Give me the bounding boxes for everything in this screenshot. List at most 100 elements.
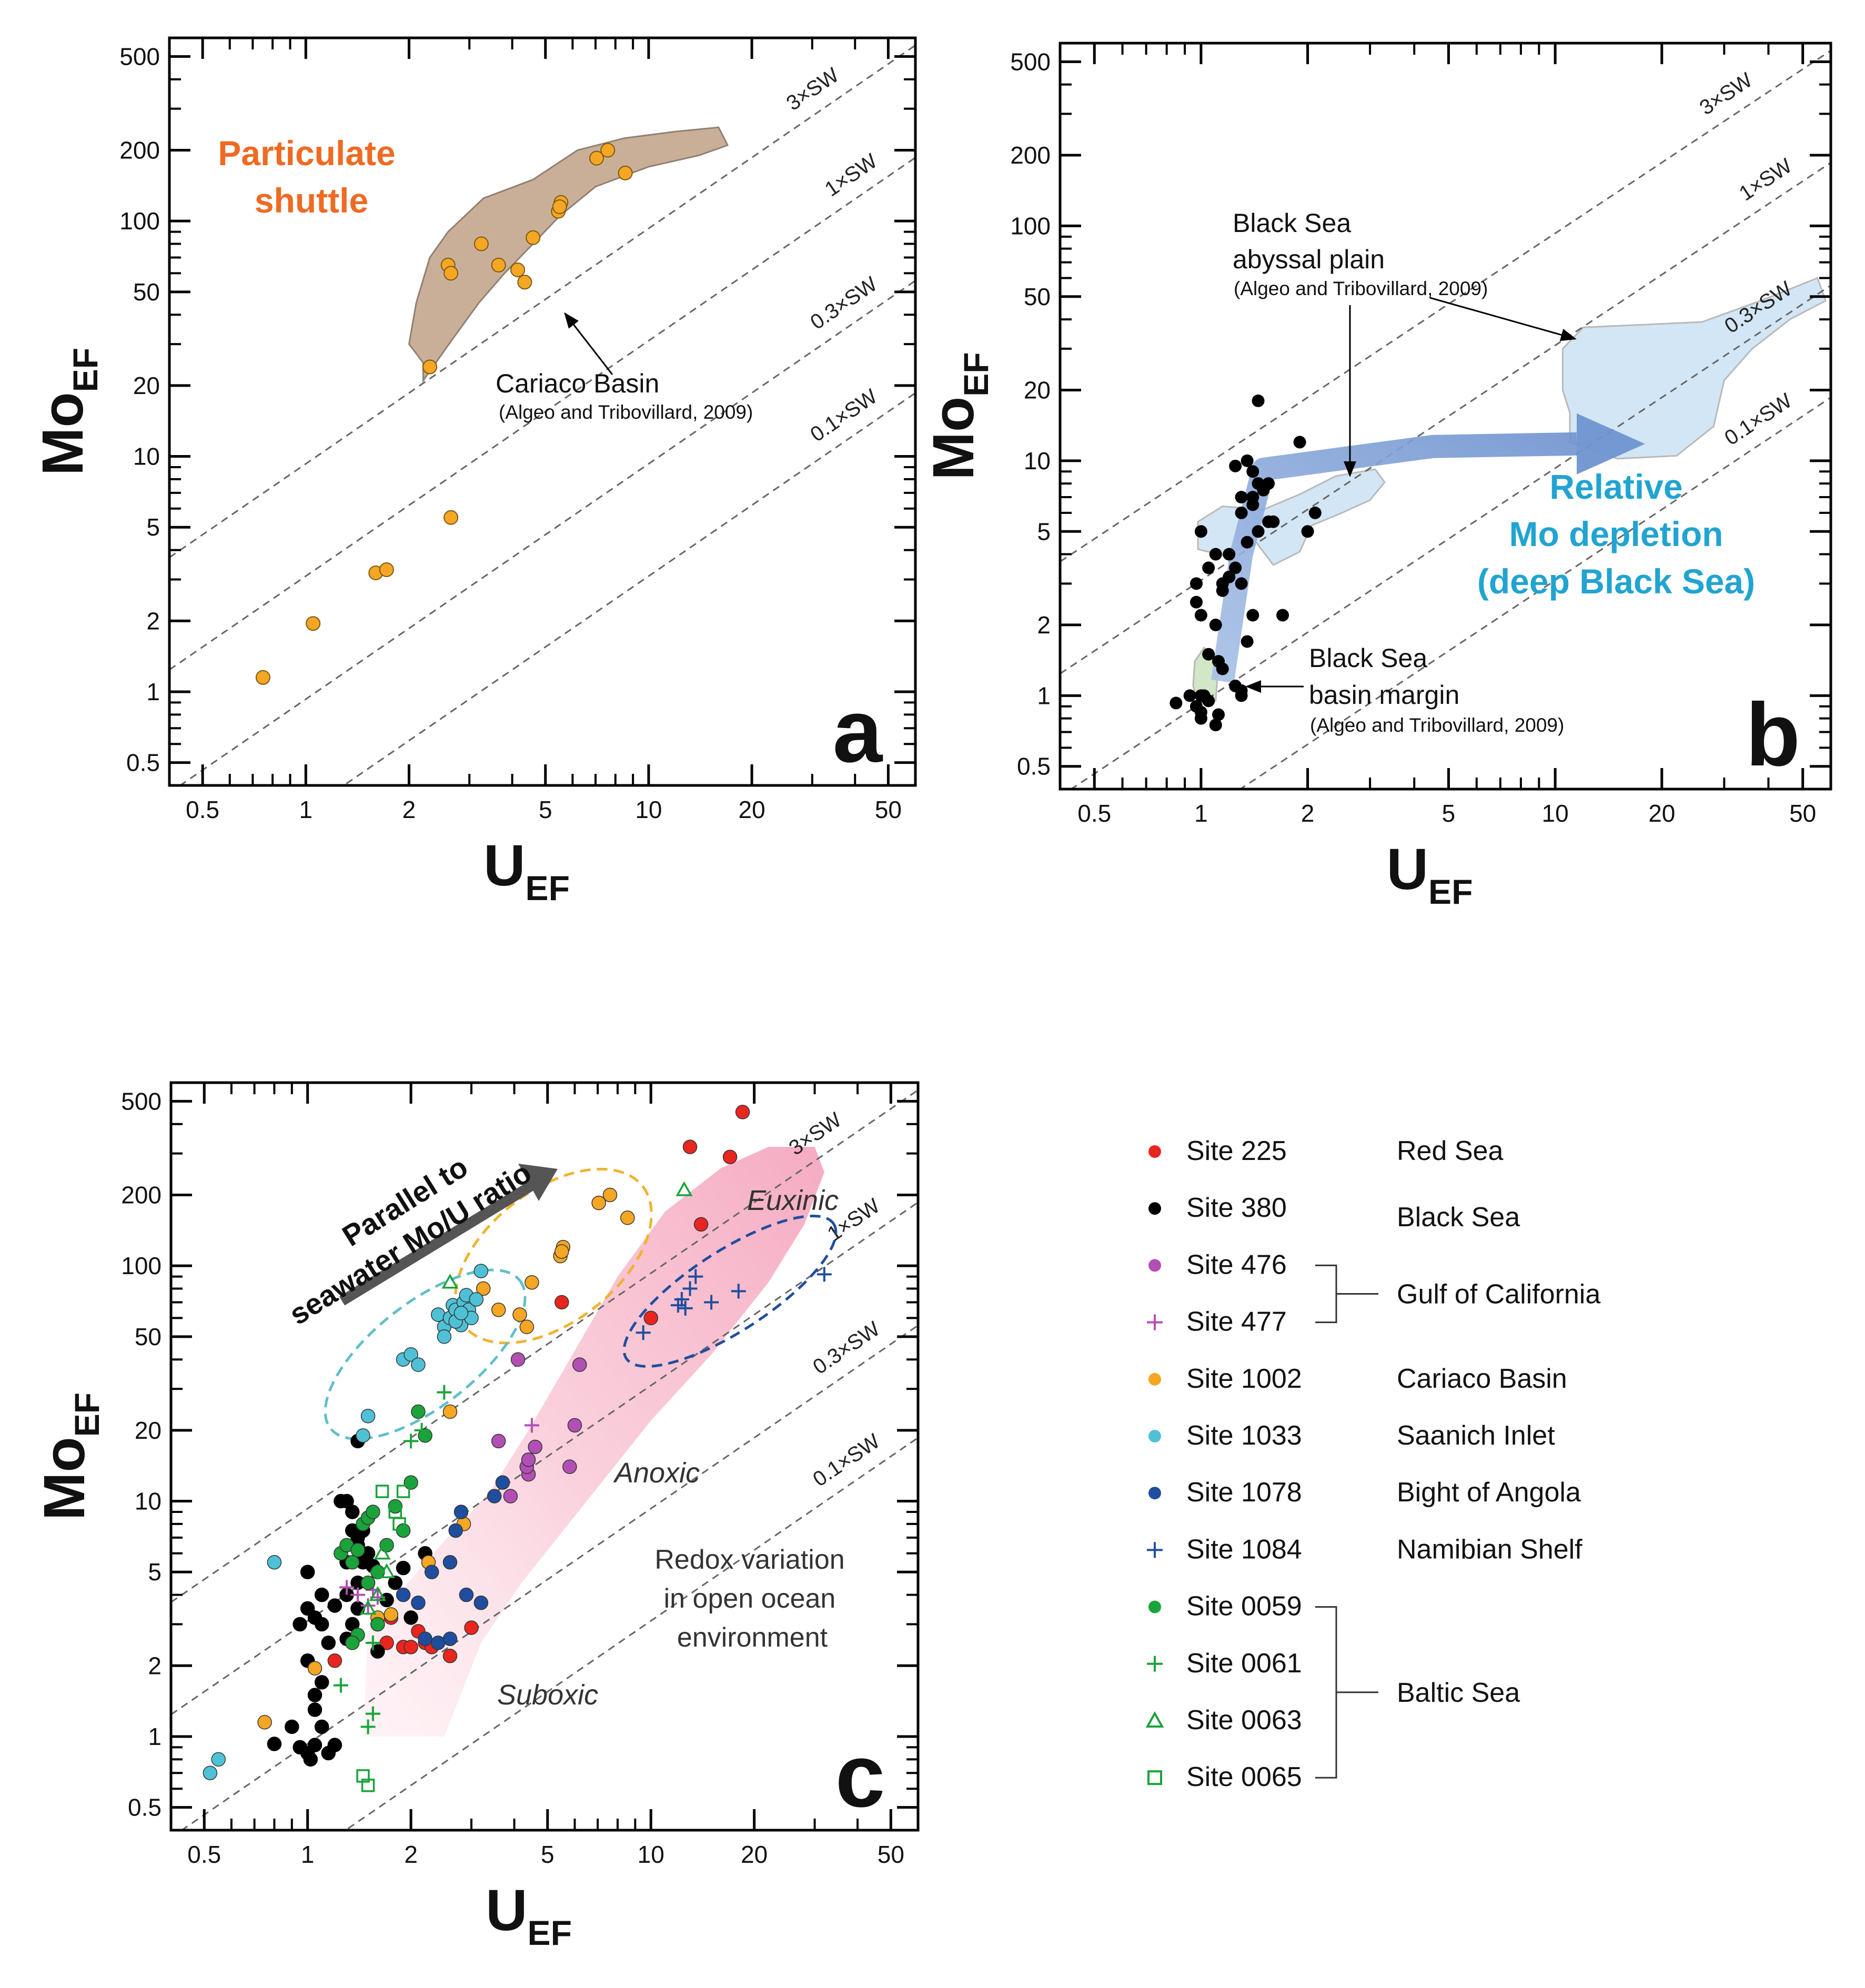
data-point [459, 1587, 474, 1602]
data-point [370, 1644, 385, 1659]
data-point [422, 359, 438, 375]
y-tick-label: 10 [135, 1488, 162, 1515]
x-tick-label: 5 [539, 796, 552, 823]
annotation-euxinic: Euxinic [747, 1185, 839, 1216]
data-point [591, 1195, 606, 1210]
x-tick-label: 10 [638, 1841, 664, 1868]
data-point [473, 236, 489, 251]
data-point [491, 1434, 506, 1449]
legend-site-label: Site 0061 [1186, 1648, 1302, 1679]
plot-frame [169, 1081, 920, 1832]
data-point [314, 1719, 329, 1734]
data-point [442, 1555, 458, 1570]
annotation-anoxic: Anoxic [613, 1457, 700, 1489]
x-tick-label: 1 [301, 1841, 315, 1868]
x-tick-label: 20 [739, 796, 765, 823]
data-point [388, 1575, 403, 1590]
data-point [1202, 648, 1215, 661]
data-point-square [361, 1779, 375, 1792]
legend-site-label: Site 0065 [1186, 1762, 1302, 1792]
x-tick-label: 1 [299, 796, 313, 823]
annotation-suboxic: Suboxic [497, 1679, 598, 1711]
legend-site-label: Site 225 [1186, 1136, 1287, 1166]
legend-site-label: Site 1078 [1186, 1477, 1302, 1508]
data-point-plus [731, 1284, 746, 1299]
y-tick-label: 200 [121, 1181, 162, 1208]
data-point [1209, 548, 1222, 561]
data-point [345, 1505, 360, 1519]
data-point [519, 1319, 535, 1335]
y-tick-label: 100 [121, 1252, 162, 1279]
data-point [411, 1404, 426, 1419]
y-tick-label: 50 [133, 278, 160, 306]
legend-site-label: Site 0063 [1186, 1705, 1302, 1735]
depletion-arrow-head [1576, 413, 1645, 475]
data-point [404, 1640, 418, 1654]
data-point [1262, 515, 1275, 528]
sw-line [169, 44, 915, 558]
parallel-arrow-shaft [339, 1181, 535, 1306]
data-point [1194, 525, 1207, 538]
y-tick-label: 1 [146, 678, 160, 705]
data-point [431, 1307, 446, 1322]
legend-site-label: Site 1084 [1186, 1534, 1302, 1565]
x-tick-label: 50 [878, 1841, 904, 1868]
data-point [411, 1595, 426, 1610]
data-point [567, 1418, 582, 1433]
y-tick-label: 2 [148, 1652, 162, 1679]
data-point-plus [333, 1678, 348, 1693]
y-tick-label: 500 [121, 1087, 162, 1115]
y-tick-label: 0.5 [128, 1794, 162, 1821]
sw-line [1060, 49, 1831, 562]
data-point [404, 1347, 418, 1362]
data-point [1293, 436, 1306, 449]
sw-line-label: 1×SW [1735, 154, 1796, 206]
legend-site-label: Site 1033 [1186, 1420, 1302, 1451]
data-point [555, 1244, 569, 1259]
data-point [321, 1636, 336, 1650]
data-point [448, 1523, 463, 1538]
x-axis-title: UEF [1387, 837, 1473, 911]
y-axis-title: MoEF [921, 352, 995, 480]
legend-bracket [1315, 1606, 1378, 1779]
x-tick-label: 0.5 [186, 796, 219, 823]
x-tick-label: 2 [404, 1841, 418, 1868]
data-point [491, 257, 506, 273]
sw-line-label: 3×SW [1696, 68, 1757, 120]
sw-line [1060, 162, 1831, 674]
data-point [1189, 577, 1203, 590]
annotation-abyssal-1: Black Sea [1233, 208, 1351, 238]
data-point [300, 1565, 315, 1579]
data-point [396, 1587, 411, 1602]
data-point [442, 1649, 458, 1663]
y-tick-label: 1 [148, 1723, 162, 1750]
y-tick-label: 5 [146, 513, 160, 541]
data-point [327, 1598, 342, 1613]
data-point [404, 1475, 418, 1490]
legend-region-label: Gulf of California [1397, 1279, 1600, 1310]
data-point [437, 1329, 452, 1344]
data-point [424, 1565, 439, 1579]
data-point [618, 165, 633, 180]
data-point [404, 1610, 418, 1625]
data-point [411, 1357, 426, 1372]
x-tick-label: 20 [741, 1841, 768, 1868]
data-point-triangle [676, 1181, 693, 1196]
data-point-square [396, 1485, 410, 1498]
data-point [334, 1493, 348, 1509]
data-point [1241, 635, 1254, 648]
group-ellipse [622, 1214, 838, 1368]
annotation-depletion-3: (deep Black Sea) [1477, 562, 1755, 601]
legend-site-label: Site 380 [1186, 1193, 1287, 1223]
data-point [572, 1357, 587, 1372]
annotation-margin-ref: (Algeo and Tribovillard, 2009) [1310, 714, 1564, 736]
y-tick-label: 200 [1010, 142, 1051, 169]
data-point [1246, 609, 1259, 622]
data-point [453, 1306, 469, 1320]
x-tick-label: 20 [1648, 800, 1675, 827]
data-point [384, 1607, 399, 1622]
data-point [517, 275, 532, 290]
annotation-particulate: Particulate [218, 134, 395, 173]
plot-frame [1058, 42, 1832, 791]
